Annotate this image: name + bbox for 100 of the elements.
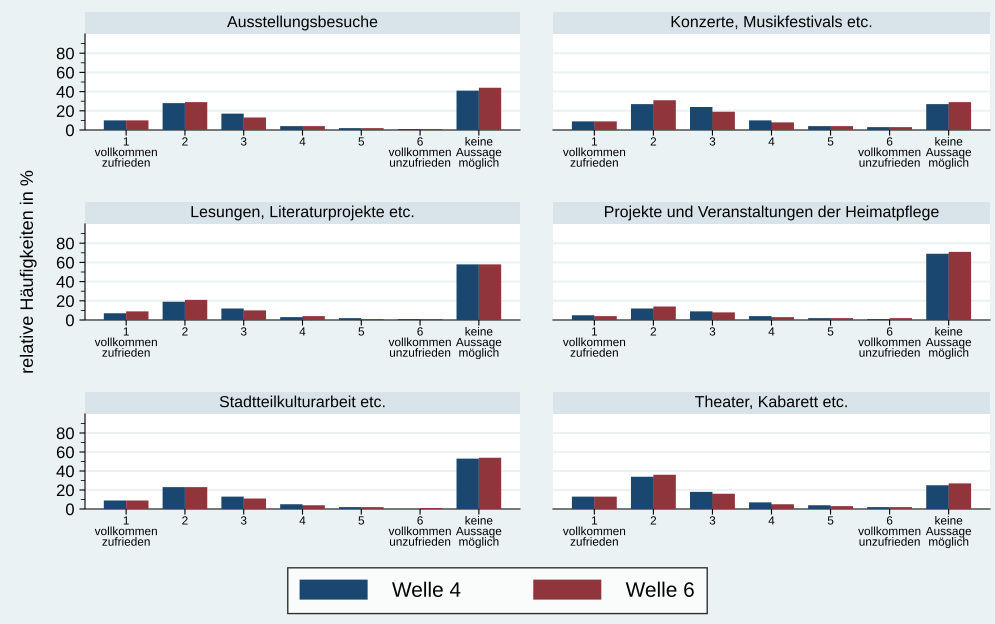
bar: [184, 300, 208, 320]
bar: [690, 106, 712, 130]
x-tick-label: 4: [768, 516, 774, 524]
x-tick-label: keine Aussage möglich: [926, 326, 972, 360]
x-tick-label: 2: [650, 137, 656, 146]
x-tick-label: 3: [710, 137, 716, 146]
bar: [926, 254, 949, 320]
y-tick-label: 20: [56, 295, 74, 308]
x-tick-label: 6 vollkommen unzufrieden: [858, 327, 920, 357]
bar: [712, 112, 735, 130]
bar: [221, 114, 244, 130]
bar: [594, 496, 617, 509]
chart-title: Lesungen, Literaturprojekte etc.: [192, 206, 414, 220]
bar: [221, 308, 244, 320]
x-tick-label: 2: [182, 516, 188, 524]
x-tick-label: 1 vollkommen zufrieden: [562, 137, 626, 167]
bar: [808, 505, 831, 509]
bar: [630, 308, 654, 320]
y-tick-label: 60: [56, 446, 74, 458]
bar: [690, 492, 712, 509]
x-tick-label: 1 vollkommen zufrieden: [562, 516, 626, 546]
x-tick-label: 2: [650, 516, 656, 524]
legend-label: Welle 6: [626, 582, 694, 597]
y-tick-label: 80: [56, 427, 74, 440]
x-tick-label: 6 vollkommen unzufrieden: [858, 516, 920, 546]
x-tick-label: 5: [358, 137, 364, 146]
y-tick-label: 60: [56, 66, 74, 79]
bar: [867, 127, 890, 130]
bar: [630, 104, 654, 130]
bar: [890, 127, 912, 130]
bar: [162, 103, 185, 130]
chart-title: Stadtteilkulturarbeit etc.: [220, 396, 384, 408]
bar: [244, 498, 266, 509]
bar: [653, 306, 676, 320]
x-tick-label: 6 vollkommen unzufrieden: [388, 327, 451, 357]
x-tick-label: 4: [768, 327, 774, 336]
bar: [162, 302, 185, 320]
y-tick-label: 0: [66, 314, 74, 326]
y-tick-label: 0: [66, 124, 74, 136]
bar: [126, 311, 148, 320]
bar: [244, 310, 266, 320]
x-tick-label: 2: [182, 327, 188, 336]
bar: [830, 126, 853, 130]
y-tick-label: 40: [56, 276, 74, 288]
chart-title: Projekte und Veranstaltungen der Heimatpflege: [605, 206, 939, 220]
bar: [926, 485, 949, 509]
bar: [126, 500, 148, 509]
x-tick-label: 4: [299, 327, 306, 336]
bar: [302, 126, 325, 130]
bar: [712, 312, 735, 320]
x-tick-label: 6 vollkommen unzufrieden: [388, 516, 451, 546]
x-tick-label: keine Aussage möglich: [926, 516, 972, 548]
bar: [478, 458, 502, 509]
bar: [572, 496, 594, 509]
x-tick-label: 1 vollkommen zufrieden: [562, 327, 626, 357]
chart-title: Konzerte, Musikfestivals etc.: [672, 16, 872, 30]
bar: [772, 122, 794, 130]
y-tick-label: 20: [56, 484, 74, 496]
x-tick-label: 5: [828, 516, 834, 525]
bar: [184, 102, 208, 130]
x-tick-label: 4: [299, 516, 306, 524]
x-tick-label: 3: [240, 137, 246, 146]
y-tick-label: 40: [56, 465, 74, 478]
bar: [280, 126, 302, 130]
x-tick-label: 1 vollkommen zufrieden: [94, 327, 157, 357]
bar: [830, 506, 853, 509]
bar: [630, 476, 654, 509]
bar: [653, 474, 676, 509]
y-tick-label: 80: [56, 48, 74, 60]
y-tick-label: 0: [66, 503, 74, 516]
bar: [712, 494, 735, 509]
chart-title: Theater, Kabarett etc.: [695, 396, 847, 410]
bar: [749, 316, 772, 320]
x-tick-label: 5: [358, 327, 364, 336]
bar: [948, 483, 972, 509]
bar: [808, 126, 831, 130]
x-tick-label: 4: [299, 137, 306, 146]
bar: [104, 313, 126, 320]
x-tick-label: 4: [768, 137, 774, 146]
x-tick-label: 3: [240, 327, 246, 336]
bar: [690, 311, 712, 320]
bar: [244, 118, 266, 130]
bar: [572, 315, 594, 320]
x-tick-label: keine Aussage möglich: [456, 136, 502, 170]
x-tick-label: keine Aussage möglich: [926, 136, 972, 170]
y-tick-label: 20: [56, 105, 74, 118]
y-axis-title: relative Häufigkeiten in %: [20, 170, 37, 373]
chart-title: Ausstellungsbesuche: [227, 16, 378, 30]
bar: [456, 90, 479, 130]
bar: [104, 500, 126, 509]
y-tick-label: 60: [56, 256, 74, 269]
bar: [302, 505, 325, 509]
y-tick-label: 80: [56, 238, 74, 250]
bar: [126, 120, 148, 130]
bar: [594, 316, 617, 320]
bar: [749, 502, 772, 509]
bar: [456, 458, 479, 509]
y-tick-label: 40: [56, 86, 74, 98]
bar: [221, 496, 244, 509]
x-tick-label: 6 vollkommen unzufrieden: [388, 137, 451, 167]
